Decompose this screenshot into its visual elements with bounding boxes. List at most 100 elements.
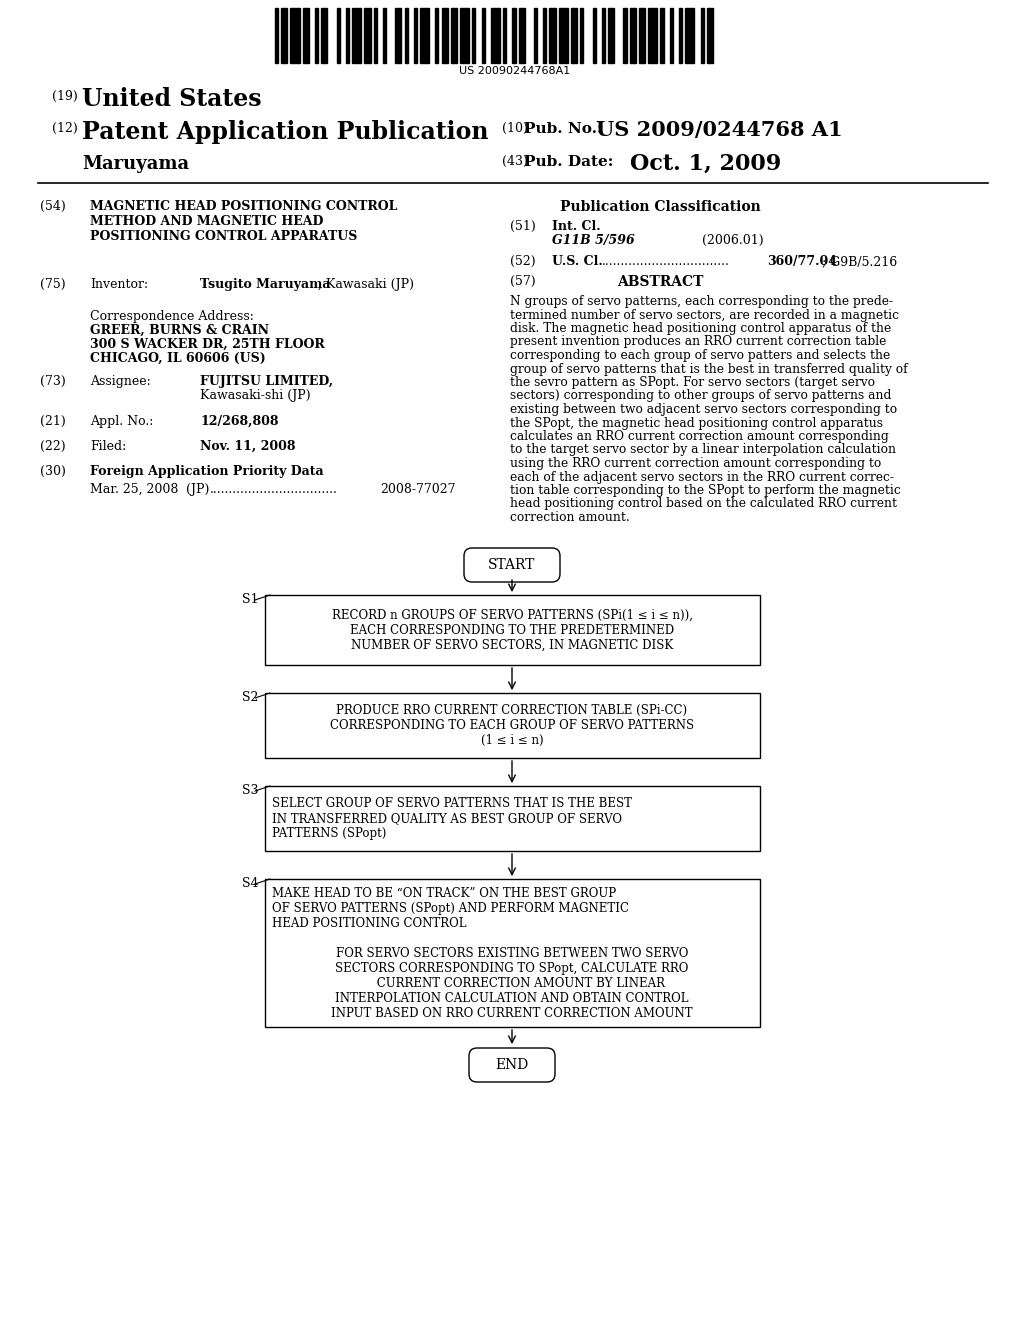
Text: (54): (54) (40, 201, 66, 213)
Text: (2006.01): (2006.01) (702, 234, 764, 247)
Bar (315, 8, 318, 63)
Text: 360/77.04: 360/77.04 (767, 255, 837, 268)
Bar (660, 8, 664, 63)
Text: U.S. Cl.: U.S. Cl. (552, 255, 603, 268)
Bar (275, 8, 279, 63)
Text: MAGNETIC HEAD POSITIONING CONTROL
METHOD AND MAGNETIC HEAD
POSITIONING CONTROL A: MAGNETIC HEAD POSITIONING CONTROL METHOD… (90, 201, 397, 243)
Text: existing between two adjacent servo sectors corresponding to: existing between two adjacent servo sect… (510, 403, 897, 416)
Bar (670, 8, 673, 63)
Text: MAKE HEAD TO BE “ON TRACK” ON THE BEST GROUP
OF SERVO PATTERNS (SPopt) AND PERFO: MAKE HEAD TO BE “ON TRACK” ON THE BEST G… (272, 887, 630, 931)
Text: Int. Cl.: Int. Cl. (552, 220, 601, 234)
Text: FUJITSU LIMITED,: FUJITSU LIMITED, (200, 375, 333, 388)
Bar (490, 8, 500, 63)
Bar (593, 8, 596, 63)
FancyBboxPatch shape (264, 879, 760, 1027)
FancyBboxPatch shape (264, 785, 760, 851)
Text: Assignee:: Assignee: (90, 375, 151, 388)
Text: Pub. No.:: Pub. No.: (524, 121, 603, 136)
Text: S1: S1 (242, 593, 258, 606)
Text: US 20090244768A1: US 20090244768A1 (460, 66, 570, 77)
Text: termined number of servo sectors, are recorded in a magnetic: termined number of servo sectors, are re… (510, 309, 899, 322)
Bar (303, 8, 309, 63)
Text: (12): (12) (52, 121, 78, 135)
Text: RECORD n GROUPS OF SERVO PATTERNS (SPi(1 ≤ i ≤ n)),
EACH CORRESPONDING TO THE PR: RECORD n GROUPS OF SERVO PATTERNS (SPi(1… (332, 609, 692, 652)
Text: (19): (19) (52, 90, 78, 103)
Text: disk. The magnetic head positioning control apparatus of the: disk. The magnetic head positioning cont… (510, 322, 891, 335)
Text: S2: S2 (242, 690, 258, 704)
Bar (512, 8, 515, 63)
Text: , Kawasaki (JP): , Kawasaki (JP) (318, 279, 414, 290)
Text: (57): (57) (510, 275, 536, 288)
Text: (51): (51) (510, 220, 536, 234)
Bar (608, 8, 614, 63)
Text: correction amount.: correction amount. (510, 511, 630, 524)
Text: ABSTRACT: ABSTRACT (616, 275, 703, 289)
Bar (535, 8, 538, 63)
Text: SELECT GROUP OF SERVO PATTERNS THAT IS THE BEST
IN TRANSFERRED QUALITY AS BEST G: SELECT GROUP OF SERVO PATTERNS THAT IS T… (272, 797, 633, 840)
Text: Patent Application Publication: Patent Application Publication (82, 120, 488, 144)
Text: N groups of servo patterns, each corresponding to the prede-: N groups of servo patterns, each corresp… (510, 294, 893, 308)
Text: S3: S3 (242, 784, 258, 797)
Text: S4: S4 (242, 876, 258, 890)
Text: Kawasaki-shi (JP): Kawasaki-shi (JP) (200, 389, 310, 403)
Text: using the RRO current correction amount corresponding to: using the RRO current correction amount … (510, 457, 882, 470)
Text: Correspondence Address:: Correspondence Address: (90, 310, 254, 323)
Text: corresponding to each group of servo patters and selects the: corresponding to each group of servo pat… (510, 348, 890, 362)
Bar (291, 8, 300, 63)
Text: 12/268,808: 12/268,808 (200, 414, 279, 428)
Text: (22): (22) (40, 440, 66, 453)
Bar (365, 8, 371, 63)
Text: START: START (488, 558, 536, 572)
Text: the SPopt, the magnetic head positioning control apparatus: the SPopt, the magnetic head positioning… (510, 417, 883, 429)
Bar (481, 8, 484, 63)
FancyBboxPatch shape (264, 595, 760, 665)
Bar (404, 8, 408, 63)
Text: tion table corresponding to the SPopt to perform the magnetic: tion table corresponding to the SPopt to… (510, 484, 901, 498)
Text: 300 S WACKER DR, 25TH FLOOR: 300 S WACKER DR, 25TH FLOOR (90, 338, 325, 351)
Bar (518, 8, 524, 63)
Bar (322, 8, 328, 63)
Bar (420, 8, 429, 63)
Text: calculates an RRO current correction amount corresponding: calculates an RRO current correction amo… (510, 430, 889, 444)
Bar (337, 8, 340, 63)
Bar (639, 8, 645, 63)
Text: present invention produces an RRO current correction table: present invention produces an RRO curren… (510, 335, 887, 348)
Text: Appl. No.:: Appl. No.: (90, 414, 154, 428)
Bar (685, 8, 694, 63)
Text: each of the adjacent servo sectors in the RRO current correc-: each of the adjacent servo sectors in th… (510, 470, 894, 483)
Bar (374, 8, 377, 63)
Bar (441, 8, 447, 63)
Bar (630, 8, 636, 63)
Text: (10): (10) (502, 121, 528, 135)
Bar (414, 8, 417, 63)
Bar (700, 8, 703, 63)
Text: to the target servo sector by a linear interpolation calculation: to the target servo sector by a linear i… (510, 444, 896, 457)
Bar (282, 8, 288, 63)
Text: (30): (30) (40, 465, 66, 478)
Text: the sevro pattern as SPopt. For servo sectors (target servo: the sevro pattern as SPopt. For servo se… (510, 376, 874, 389)
Text: Oct. 1, 2009: Oct. 1, 2009 (630, 153, 781, 176)
Text: GREER, BURNS & CRAIN: GREER, BURNS & CRAIN (90, 323, 269, 337)
Text: US 2009/0244768 A1: US 2009/0244768 A1 (596, 120, 843, 140)
Text: Mar. 25, 2008: Mar. 25, 2008 (90, 483, 178, 496)
Text: United States: United States (82, 87, 261, 111)
Bar (503, 8, 506, 63)
Text: (52): (52) (510, 255, 536, 268)
Bar (679, 8, 682, 63)
Bar (460, 8, 469, 63)
Text: Pub. Date:: Pub. Date: (524, 154, 613, 169)
FancyBboxPatch shape (469, 1048, 555, 1082)
Text: G11B 5/596: G11B 5/596 (552, 234, 635, 247)
Bar (624, 8, 627, 63)
Text: 2008-77027: 2008-77027 (380, 483, 456, 496)
Text: Inventor:: Inventor: (90, 279, 148, 290)
Bar (581, 8, 584, 63)
Bar (346, 8, 349, 63)
Bar (451, 8, 457, 63)
Text: .................................: ................................. (602, 255, 730, 268)
Bar (395, 8, 401, 63)
FancyBboxPatch shape (464, 548, 560, 582)
Text: (JP): (JP) (186, 483, 209, 496)
Text: Tsugito Maruyama: Tsugito Maruyama (200, 279, 331, 290)
Text: (75): (75) (40, 279, 66, 290)
